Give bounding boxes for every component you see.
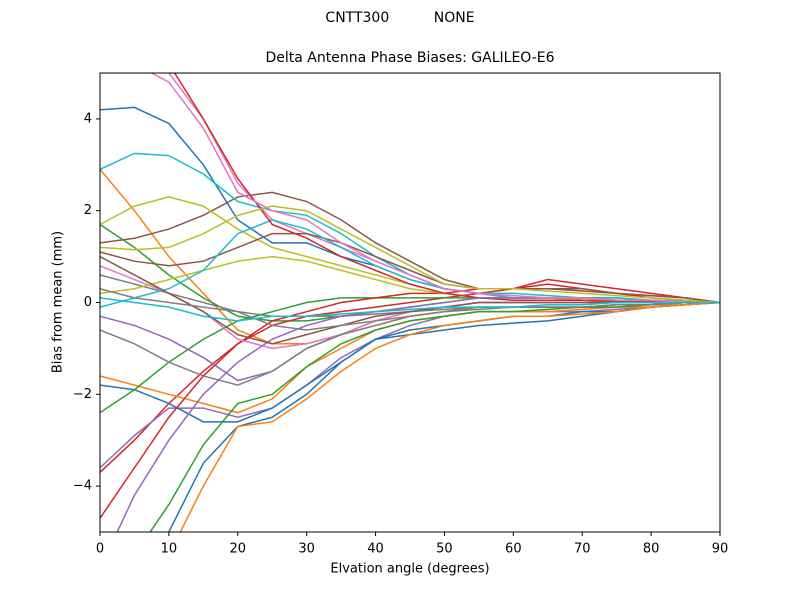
x-tick-label: 70: [574, 542, 591, 557]
x-tick-label: 30: [298, 542, 315, 557]
series-line: [100, 297, 720, 322]
series-line: [173, 73, 720, 304]
suptitle: CNTT300 NONE: [325, 10, 474, 26]
series-line: [150, 73, 720, 304]
y-tick-label: −4: [73, 479, 92, 494]
x-tick-label: 0: [96, 542, 104, 557]
x-tick-label: 60: [505, 542, 522, 557]
x-tick-label: 20: [230, 542, 247, 557]
y-axis-label: Bias from mean (mm): [51, 231, 66, 373]
y-tick-label: 4: [84, 111, 92, 126]
x-tick-label: 90: [712, 542, 729, 557]
series-line: [100, 205, 720, 304]
x-tick-label: 50: [436, 542, 453, 557]
series-line: [100, 232, 720, 304]
y-tick-label: 0: [84, 295, 92, 310]
x-axis-label: Elvation angle (degrees): [330, 562, 489, 577]
series-line: [179, 301, 720, 532]
series-line: [149, 301, 720, 532]
plot-area: [100, 73, 720, 532]
y-tick-label: −2: [73, 387, 92, 402]
x-tick-label: 10: [161, 542, 178, 557]
series-line: [100, 219, 720, 308]
series-line: [100, 288, 720, 331]
series-line: [100, 301, 720, 469]
chart-title: Delta Antenna Phase Biases: GALILEO-E6: [265, 50, 554, 66]
y-tick-label: 2: [84, 203, 92, 218]
x-tick-label: 40: [367, 542, 384, 557]
x-tick-label: 80: [643, 542, 660, 557]
